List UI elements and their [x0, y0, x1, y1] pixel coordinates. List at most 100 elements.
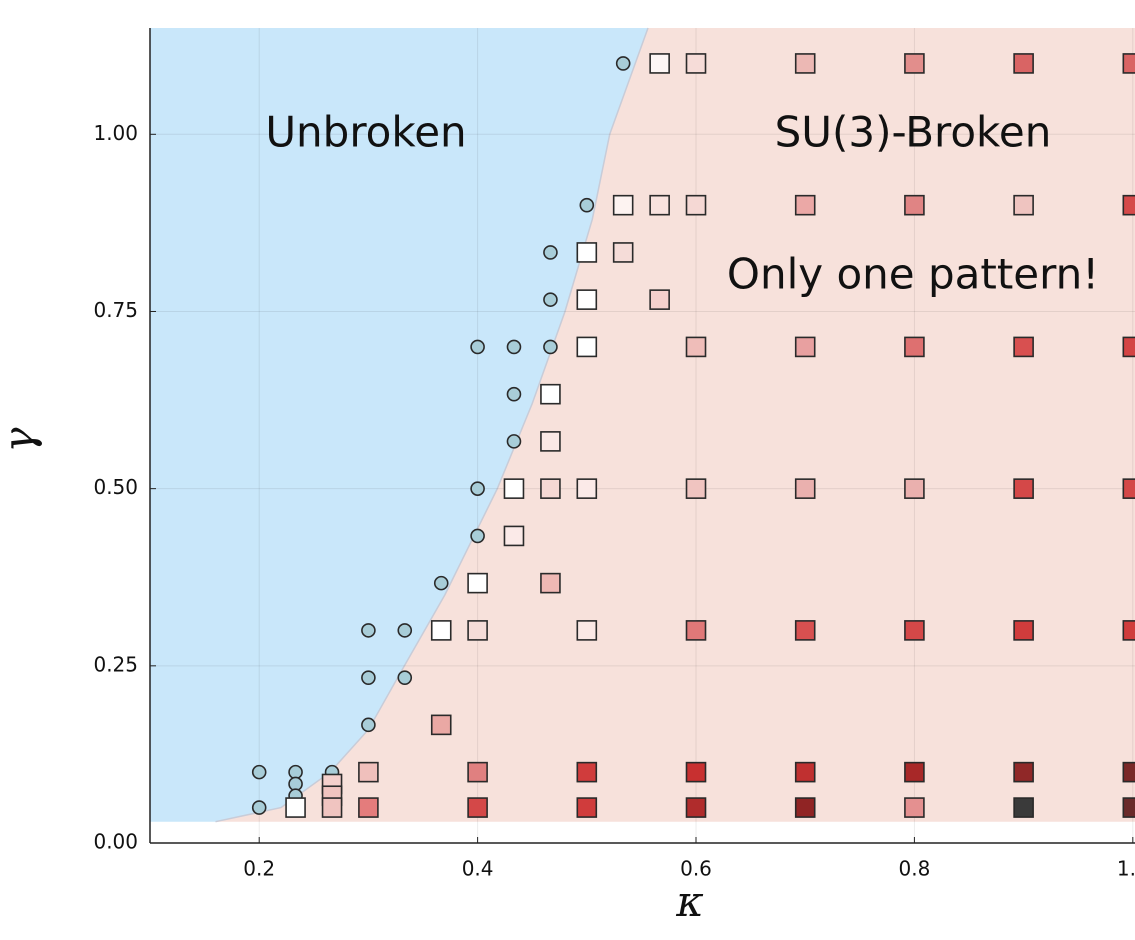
circle-marker [615, 56, 631, 71]
square-marker [285, 797, 306, 818]
x-tick-label: 0.6 [680, 857, 712, 881]
annotation: SU(3)-Broken [775, 108, 1052, 157]
square-marker [1013, 761, 1034, 783]
square-marker [576, 797, 598, 818]
square-marker [576, 336, 598, 358]
square-marker [1013, 194, 1034, 216]
square-marker [1013, 478, 1034, 499]
x-tick-label: 0.4 [462, 857, 494, 881]
square-marker [685, 53, 707, 74]
x-axis-title: κ [675, 877, 704, 926]
square-marker [540, 478, 561, 499]
circle-marker [470, 528, 485, 544]
square-marker [794, 797, 816, 818]
square-marker [794, 53, 816, 74]
square-marker [576, 620, 598, 641]
annotation: Unbroken [265, 108, 466, 157]
square-marker [576, 478, 598, 499]
square-marker [685, 620, 707, 641]
square-marker [794, 336, 816, 358]
circle-marker [470, 481, 485, 496]
square-marker [904, 761, 925, 783]
square-marker [540, 383, 561, 405]
y-tick-label: 0.00 [93, 830, 138, 854]
square-marker [467, 572, 488, 594]
circle-marker [361, 623, 376, 638]
square-marker [1013, 797, 1034, 818]
square-marker [358, 797, 379, 818]
square-marker [904, 194, 925, 216]
unbroken-region [150, 28, 648, 822]
square-marker [1122, 194, 1135, 216]
square-marker [794, 194, 816, 216]
square-marker [1122, 761, 1135, 783]
square-marker [685, 797, 707, 818]
y-tick-label: 0.75 [93, 298, 138, 322]
circle-marker [506, 434, 522, 449]
square-marker [503, 525, 525, 547]
square-marker [1122, 797, 1135, 818]
circle-marker [506, 386, 522, 402]
square-marker [576, 242, 598, 263]
square-marker [576, 761, 598, 783]
square-marker [1122, 336, 1135, 358]
square-marker [1122, 478, 1135, 499]
square-marker [649, 53, 670, 74]
circle-marker [251, 800, 267, 815]
square-marker [540, 431, 561, 452]
square-marker [649, 194, 670, 216]
circle-marker [361, 670, 376, 685]
square-marker [794, 620, 816, 641]
y-axis-title: γ [0, 427, 43, 453]
square-marker [612, 194, 634, 216]
axes: 0.2 0.4 0.6 0.8 1.0 0.00 0.25 0.50 0.75 1.00 [93, 28, 1135, 881]
square-marker [467, 797, 488, 818]
square-marker [685, 761, 707, 783]
square-marker [904, 53, 925, 74]
square-marker [685, 194, 707, 216]
x-tick-label: 0.2 [243, 857, 275, 881]
circle-marker [543, 292, 558, 307]
square-marker [1013, 620, 1034, 641]
grid [150, 28, 1135, 844]
circle-marker [543, 339, 558, 355]
square-marker [612, 242, 634, 263]
square-marker [904, 797, 925, 818]
circle-marker [251, 764, 267, 780]
circle-marker [433, 575, 449, 591]
square-marker [649, 289, 670, 310]
circle-marker [470, 339, 485, 355]
square-marker [576, 289, 598, 310]
square-marker [904, 478, 925, 499]
square-marker [430, 714, 452, 736]
square-marker [503, 478, 525, 499]
x-tick-label: 0.8 [899, 857, 931, 881]
square-marker [1013, 336, 1034, 358]
circle-marker [361, 717, 376, 733]
circle-marker [397, 623, 413, 638]
y-tick-label: 0.25 [93, 652, 138, 676]
y-tick-label: 0.50 [93, 475, 138, 499]
square-marker [904, 336, 925, 358]
square-marker [1122, 620, 1135, 641]
circle-marker [506, 339, 522, 355]
square-marker [1122, 53, 1135, 74]
markers [251, 53, 1135, 818]
square-marker [540, 572, 561, 594]
square-marker [430, 620, 452, 641]
square-marker [685, 336, 707, 358]
circle-marker [579, 197, 595, 213]
annotation: Only one pattern! [727, 250, 1099, 299]
square-marker [904, 620, 925, 641]
square-marker [685, 478, 707, 499]
x-tick-label: 1.0 [1117, 857, 1135, 881]
square-marker [1013, 53, 1034, 74]
square-marker [794, 761, 816, 783]
square-marker [467, 761, 488, 783]
square-marker [358, 761, 379, 783]
circle-marker [543, 245, 558, 260]
square-marker [321, 797, 343, 818]
square-marker [794, 478, 816, 499]
